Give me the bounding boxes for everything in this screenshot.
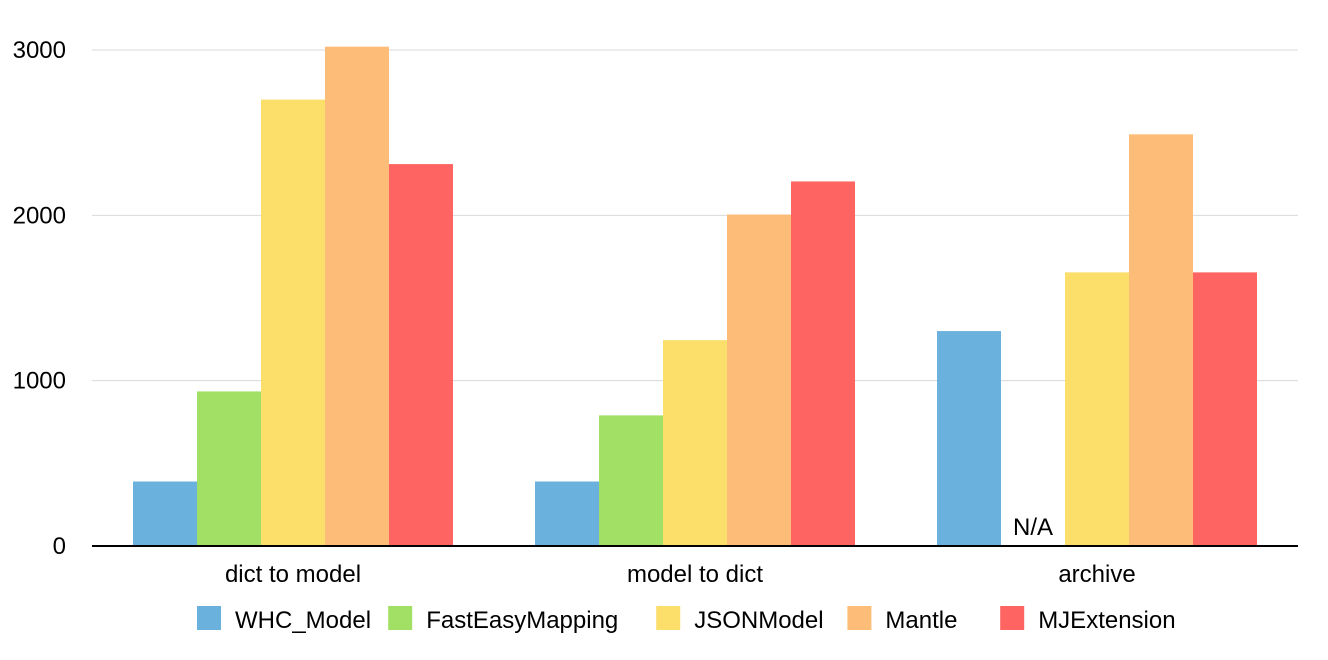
x-tick-label: archive [1058, 561, 1135, 588]
y-tick-label: 0 [53, 533, 66, 560]
bar [325, 46, 389, 547]
bar [1065, 272, 1129, 546]
bar [727, 214, 791, 547]
bar [599, 415, 663, 546]
bar [261, 99, 325, 546]
x-tick-label: dict to model [225, 561, 361, 588]
legend-item: MJExtension [1000, 606, 1176, 634]
y-tick-label: 1000 [13, 368, 66, 395]
legend: WHC_Model FastEasyMapping JSONModel Mantle M… [197, 606, 1176, 634]
bar [197, 391, 261, 546]
bar [1129, 134, 1193, 546]
legend-label: MJExtension [1038, 607, 1175, 634]
legend-swatch [1000, 606, 1025, 630]
na-annotation: N/A [1013, 514, 1053, 541]
annotations: N/A [1013, 514, 1053, 541]
bar [1193, 272, 1257, 546]
legend-item: WHC_Model [197, 606, 371, 634]
y-tick-label: 2000 [13, 202, 66, 229]
bar [535, 481, 599, 546]
bar [389, 164, 453, 546]
bar [791, 181, 855, 546]
bar [663, 340, 727, 546]
y-tick-label: 3000 [13, 37, 66, 64]
legend-label: Mantle [885, 607, 957, 634]
bar [133, 481, 197, 546]
bars [133, 46, 1257, 547]
legend-label: JSONModel [694, 607, 823, 634]
legend-swatch [388, 606, 413, 630]
legend-label: WHC_Model [235, 607, 371, 634]
x-tick-label: model to dict [627, 561, 763, 588]
bar [937, 331, 1001, 546]
legend-item: JSONModel [656, 606, 824, 634]
legend-swatch [847, 606, 872, 630]
legend-swatch [656, 606, 681, 630]
axes: 0 1000 2000 3000 dict to model model to dict a… [13, 37, 1298, 588]
legend-item: Mantle [847, 606, 957, 634]
legend-swatch [197, 606, 221, 630]
legend-label: FastEasyMapping [426, 607, 618, 634]
legend-item: FastEasyMapping [388, 606, 618, 634]
